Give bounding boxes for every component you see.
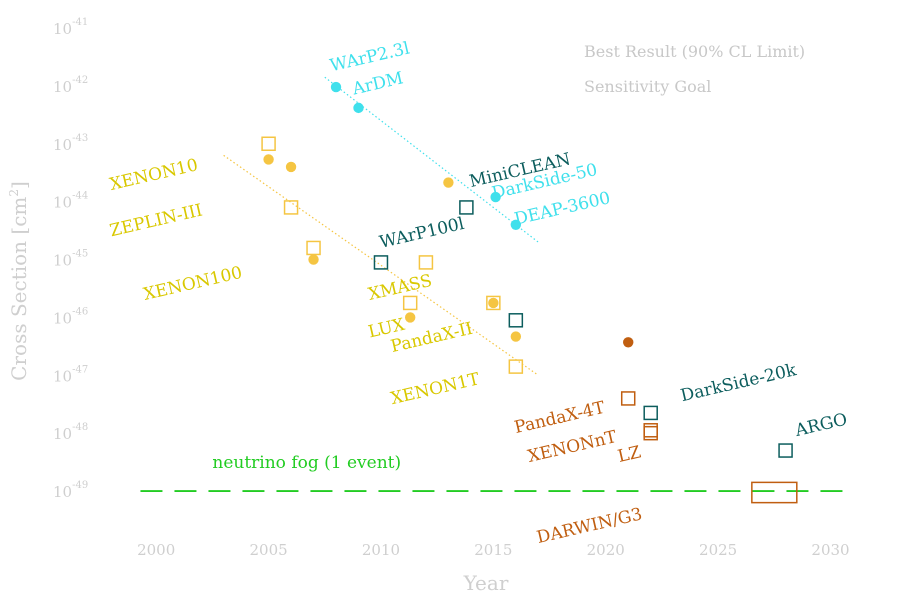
sensitivity-goal-point [508, 359, 524, 374]
y-tick-exponent: -48 [72, 422, 88, 433]
best-result-point [263, 154, 274, 165]
y-tick-exponent: -47 [72, 364, 88, 375]
best-result-point [285, 161, 297, 173]
legend-item-best-result: Best Result (90% CL Limit) [584, 42, 805, 61]
x-axis-title: Year [463, 571, 509, 595]
y-axis-title-main: Cross Section [cm [7, 197, 31, 381]
best-result-point [308, 254, 319, 265]
range-box-darwin [751, 481, 798, 504]
sensitivity-goal-point [620, 391, 636, 406]
sensitivity-goal-point [261, 136, 276, 152]
x-tick-label: 2000 [137, 541, 175, 559]
y-tick-base: 10 [53, 483, 72, 501]
best-result-point [404, 312, 416, 323]
trend-line-argon_cyan [324, 76, 539, 243]
y-tick-exponent: -41 [72, 17, 88, 28]
x-tick-label: 2020 [587, 541, 625, 559]
sensitivity-goal-point [643, 425, 658, 441]
point-labels-group: WArP2.3lArDMMiniCLEANDarkSide-50DEAP-360… [108, 39, 849, 548]
y-tick-exponent: -43 [72, 133, 88, 144]
y-tick-exponent: -46 [72, 306, 88, 317]
x-tick-label: 2015 [474, 541, 512, 559]
y-tick-label: 10-41 [53, 17, 88, 38]
y-tick-label: 10-47 [53, 364, 88, 385]
sensitivity-goal-point [778, 443, 793, 458]
x-tick-label: 2030 [811, 541, 849, 559]
point-label: DarkSide-20k [679, 360, 799, 406]
y-tick-base: 10 [53, 20, 72, 38]
y-tick-label: 10-44 [53, 191, 88, 212]
legend: Best Result (90% CL Limit) Sensitivity G… [584, 42, 805, 96]
point-label: neutrino fog (1 event) [212, 453, 401, 473]
y-tick-base: 10 [53, 309, 72, 327]
y-axis-title: Cross Section [cm2] [7, 181, 31, 381]
point-label: ARGO [792, 410, 849, 442]
sensitivity-goal-point [486, 295, 501, 311]
sensitivity-goal-point [459, 200, 474, 215]
x-tick-label: 2010 [362, 541, 400, 559]
y-axis-ticks: 10-4110-4210-4310-4410-4510-4610-4710-48… [53, 17, 88, 501]
y-tick-label: 10-42 [53, 75, 88, 96]
point-label: XMASS [366, 271, 434, 305]
y-tick-label: 10-46 [53, 306, 88, 327]
point-label: ZEPLIN-III [108, 201, 205, 242]
sensitivity-goal-point [306, 240, 321, 256]
sensitivity-goal-point [402, 295, 418, 311]
sensitivity-goal-point [418, 255, 434, 270]
y-tick-label: 10-43 [53, 133, 88, 154]
data-points-group [261, 81, 793, 458]
sensitivity-goal-point [283, 200, 299, 215]
point-label: XENON100 [142, 263, 245, 305]
point-label: LZ [616, 442, 643, 467]
y-tick-base: 10 [53, 78, 72, 96]
y-tick-base: 10 [53, 252, 72, 270]
y-axis-title-sup: 2 [7, 189, 21, 197]
best-result-point [510, 331, 522, 342]
best-result-point [353, 102, 364, 114]
best-result-point [488, 297, 499, 309]
best-result-point [510, 219, 522, 230]
sensitivity-goal-point [508, 313, 524, 328]
x-tick-label: 2005 [249, 541, 287, 559]
y-tick-exponent: -44 [72, 191, 88, 202]
point-label: ArDM [350, 68, 406, 99]
sensitivity-goal-point [373, 255, 389, 270]
y-tick-exponent: -49 [72, 480, 88, 491]
point-label: XENON1T [389, 369, 482, 409]
best-result-point [443, 177, 454, 188]
range-boxes-group [751, 481, 798, 504]
x-tick-label: 2025 [699, 541, 737, 559]
point-label: XENON10 [108, 155, 200, 195]
y-tick-label: 10-45 [53, 249, 88, 270]
sensitivity-goal-point [643, 423, 658, 438]
y-tick-base: 10 [53, 136, 72, 154]
y-tick-base: 10 [53, 194, 72, 212]
y-tick-base: 10 [53, 367, 72, 385]
best-result-point [330, 81, 342, 93]
y-tick-label: 10-49 [53, 480, 88, 501]
point-label: XENONnT [526, 427, 619, 467]
y-tick-exponent: -45 [72, 249, 88, 260]
best-result-point [490, 191, 501, 203]
y-tick-label: 10-48 [53, 422, 88, 443]
y-axis-title-end: ] [7, 181, 31, 189]
y-tick-exponent: -42 [72, 75, 88, 86]
legend-item-sensitivity-goal: Sensitivity Goal [584, 77, 711, 96]
best-result-point [623, 337, 634, 348]
y-tick-base: 10 [53, 425, 72, 443]
x-axis-ticks: 2000 2005 2010 2015 2020 2025 2030 [137, 541, 850, 559]
point-label: WArP100l [378, 214, 467, 253]
sensitivity-goal-point [643, 405, 658, 421]
